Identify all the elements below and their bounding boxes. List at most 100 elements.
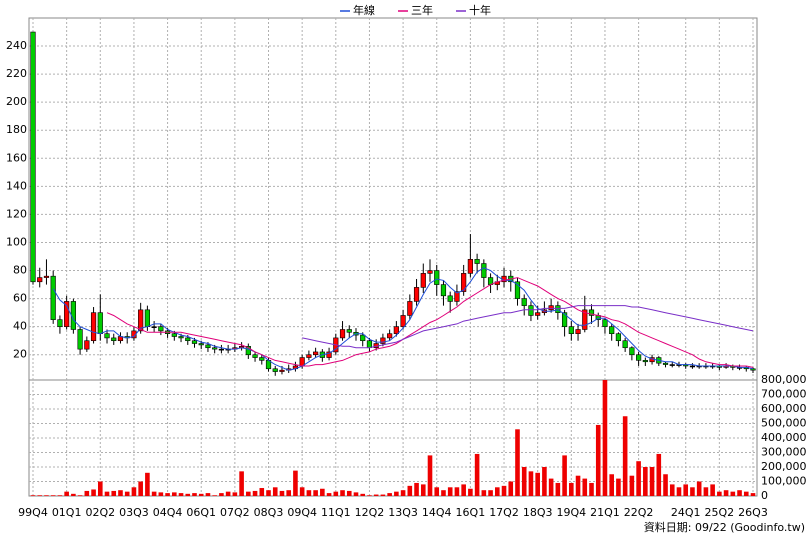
volume-bar [313,490,318,496]
x-tick-label: 26Q3 [738,506,768,519]
candle-body [575,329,581,334]
candle-body [642,360,648,363]
volume-bar [420,484,426,496]
candle-body [750,368,756,371]
candle-body [171,333,177,337]
x-tick-label: 18Q3 [523,506,553,519]
candle-body [218,348,225,351]
y2-tick-label: 0 [761,489,768,502]
candle-body [434,270,440,285]
candle-body [43,275,50,278]
volume-bar [616,478,621,496]
volume-bar [562,455,567,496]
volume-bar [407,485,413,496]
volume-bar [84,490,90,496]
volume-bar [37,495,43,496]
candle-body [561,312,568,327]
candle-body [514,281,521,299]
volume-bar [710,484,715,496]
volume-bar [219,493,224,496]
volume-bar [299,487,305,496]
volume-bar [124,491,130,496]
candle-body [427,270,433,274]
volume-bar [232,492,238,496]
volume-bar [198,493,204,496]
x-tick-label: 14Q4 [422,506,452,519]
volume-bar [353,492,359,496]
volume-bar [683,484,689,496]
candle-body [178,336,184,339]
x-tick-label: 22Q2 [624,506,654,519]
y-tick-label: 240 [6,39,27,52]
volume-bar [569,482,574,496]
volume-bar [494,487,500,496]
candle-body [185,337,191,342]
volume-bar [521,467,527,496]
volume-bar [158,492,164,496]
candle-body [555,305,561,313]
candle-body [636,354,642,361]
candle-body [669,364,675,366]
volume-bar [57,495,63,496]
candle-body [535,312,541,316]
volume-bar [272,487,278,496]
volume-bar [582,478,588,496]
volume-bar [259,488,265,496]
volume-bar [400,490,406,496]
volume-bar [293,470,298,496]
volume-bar [165,493,170,496]
x-tick-label: 25Q2 [705,506,735,519]
volume-bar [286,490,292,496]
x-tick-label: 21Q1 [590,506,620,519]
candle-body [104,333,110,339]
ma-line [302,305,754,349]
volume-bar [542,467,547,496]
candle-body [272,368,278,372]
candle-body [629,347,635,356]
candle-body [212,347,218,350]
volume-bar [703,487,709,496]
volume-bar [387,493,392,496]
candle-body [57,319,63,327]
candle-body [602,319,608,327]
volume-bar [360,493,366,496]
volume-bar [91,489,96,496]
candle-body [37,277,43,283]
volume-bar [145,472,150,496]
volume-bar [64,491,69,496]
y2-tick-label: 800,000 [761,373,807,386]
volume-bar [508,481,514,496]
y-tick-label: 140 [6,179,27,192]
x-tick-label: 04Q4 [153,506,183,519]
candle-body [205,344,211,349]
volume-bar [279,490,285,496]
candle-body [528,305,534,316]
volume-bar [535,472,540,496]
volume-bar [44,495,49,496]
plot-frame [28,17,758,497]
x-tick-label: 02Q2 [85,506,115,519]
volume-bar [111,490,117,496]
y-tick-label: 180 [6,123,27,136]
x-tick-label: 07Q2 [220,506,250,519]
candle-body [90,312,97,342]
y-tick-label: 120 [6,207,27,220]
y2-tick-label: 500,000 [761,417,807,430]
volume-bar [178,493,184,496]
volume-bar [185,493,191,496]
x-tick-label: 12Q2 [355,506,385,519]
y-tick-label: 20 [13,348,27,361]
volume-bar [225,491,231,496]
ma-line [106,277,754,368]
volume-bar [622,416,628,496]
volume-bar [192,493,197,496]
y2-tick-label: 100,000 [761,475,807,488]
volume-bar [434,487,440,496]
candle-body [440,284,447,297]
x-tick-label: 17Q2 [489,506,519,519]
candle-body [64,301,70,327]
y2-tick-label: 200,000 [761,460,807,473]
x-tick-label: 99Q4 [18,506,48,519]
volume-bar [50,495,56,496]
